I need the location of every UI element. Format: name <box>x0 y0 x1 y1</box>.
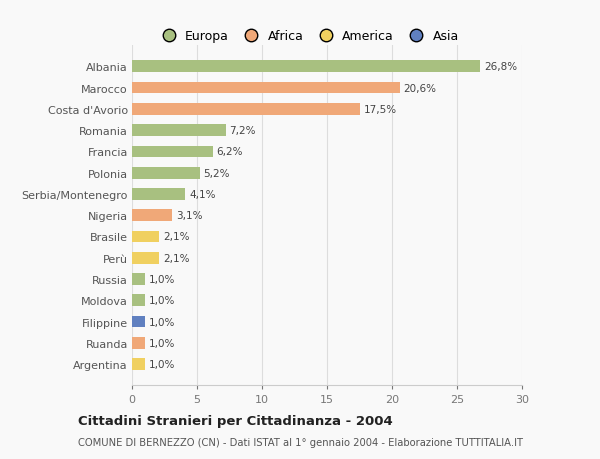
Legend: Europa, Africa, America, Asia: Europa, Africa, America, Asia <box>151 25 464 48</box>
Bar <box>132 189 185 200</box>
Text: 7,2%: 7,2% <box>229 126 256 136</box>
Text: 3,1%: 3,1% <box>176 211 203 221</box>
Text: 4,1%: 4,1% <box>189 190 216 200</box>
Text: 1,0%: 1,0% <box>149 274 175 285</box>
Bar <box>132 125 226 137</box>
Bar <box>132 104 359 116</box>
Text: Cittadini Stranieri per Cittadinanza - 2004: Cittadini Stranieri per Cittadinanza - 2… <box>78 414 393 428</box>
Text: 1,0%: 1,0% <box>149 359 175 369</box>
Text: 26,8%: 26,8% <box>484 62 517 72</box>
Text: 6,2%: 6,2% <box>217 147 243 157</box>
Bar <box>132 146 212 158</box>
Bar <box>132 231 160 243</box>
Text: 20,6%: 20,6% <box>404 84 437 93</box>
Text: 1,0%: 1,0% <box>149 296 175 306</box>
Bar <box>132 210 172 222</box>
Text: COMUNE DI BERNEZZO (CN) - Dati ISTAT al 1° gennaio 2004 - Elaborazione TUTTITALI: COMUNE DI BERNEZZO (CN) - Dati ISTAT al … <box>78 437 523 447</box>
Bar <box>132 295 145 307</box>
Bar <box>132 337 145 349</box>
Bar <box>132 274 145 285</box>
Text: 5,2%: 5,2% <box>203 168 230 178</box>
Bar <box>132 62 481 73</box>
Text: 2,1%: 2,1% <box>163 232 190 242</box>
Bar <box>132 252 160 264</box>
Bar <box>132 358 145 370</box>
Bar <box>132 83 400 94</box>
Text: 17,5%: 17,5% <box>364 105 397 115</box>
Bar <box>132 168 200 179</box>
Text: 2,1%: 2,1% <box>163 253 190 263</box>
Bar <box>132 316 145 328</box>
Text: 1,0%: 1,0% <box>149 338 175 348</box>
Text: 1,0%: 1,0% <box>149 317 175 327</box>
